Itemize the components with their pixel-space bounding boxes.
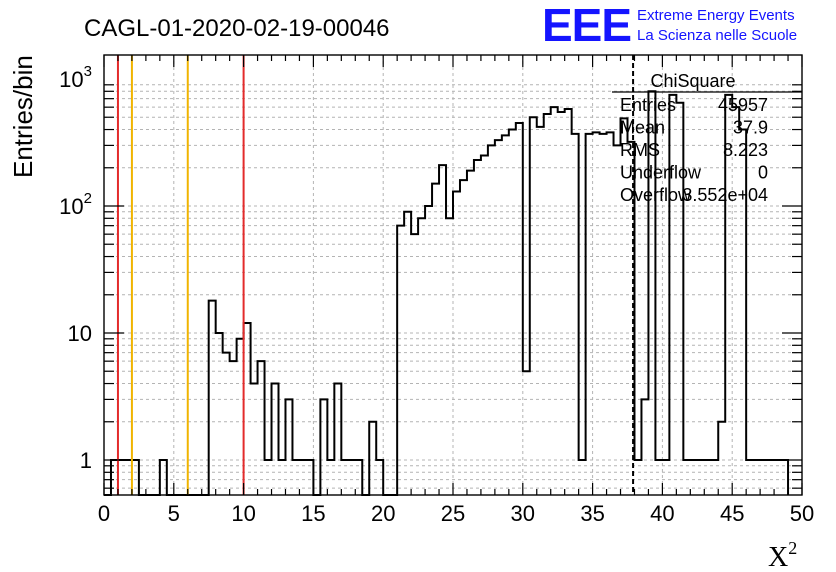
stats-row-label: Mean: [620, 118, 665, 138]
y-tick-label: 10: [68, 321, 92, 346]
x-tick-label: 50: [790, 501, 814, 526]
x-tick-label: 0: [98, 501, 110, 526]
x-tick-label: 10: [231, 501, 255, 526]
y-tick-label: 103: [59, 63, 92, 92]
chart-title: CAGL-01-2020-02-19-00046: [84, 15, 390, 42]
y-tick-label-base: 10: [59, 194, 83, 219]
stats-box-title: ChiSquare: [650, 71, 735, 91]
cut-lines: [116, 55, 635, 495]
x-axis-label-base: X: [768, 542, 788, 572]
stats-row-label: Underflow: [620, 163, 702, 183]
stats-row-value: 0: [758, 163, 768, 183]
brand-line-1: Extreme Energy Events: [637, 7, 795, 24]
histogram-outline: [104, 90, 790, 496]
y-tick-label-sup: 2: [84, 190, 92, 207]
y-tick-label-sup: 3: [84, 63, 92, 80]
x-tick-label: 25: [441, 501, 465, 526]
y-tick-label-base: 10: [59, 67, 83, 92]
x-axis-label-sup: 2: [788, 538, 797, 558]
stats-row-label: RMS: [620, 140, 660, 160]
stats-row-value: 8.223: [723, 140, 768, 160]
x-tick-labels: 0 5 10 15 20 25 30 35 40 45 50: [98, 501, 814, 526]
grid: [104, 55, 802, 495]
y-axis-label: Entries/bin: [8, 55, 38, 178]
x-tick-label: 45: [720, 501, 744, 526]
eee-logo: EEE: [542, 0, 631, 51]
x-axis-label: X2: [768, 538, 797, 572]
y-tick-label: 102: [59, 190, 92, 219]
brand-line-2: La Scienza nelle Scuole: [637, 27, 797, 44]
x-tick-label: 15: [301, 501, 325, 526]
x-tick-label: 20: [371, 501, 395, 526]
histogram: [104, 90, 790, 496]
stats-row-value: 45957: [718, 95, 768, 115]
stats-row-label: Overflow: [620, 185, 692, 205]
x-tick-label: 35: [580, 501, 604, 526]
stats-row-value: 3.552e+04: [682, 185, 768, 205]
stats-row-label: Entries: [620, 95, 676, 115]
axis-ticks: [103, 55, 803, 495]
stats-box: ChiSquare Entries 45957 Mean 37.9 RMS 8.223 Un…: [612, 71, 802, 205]
x-tick-label: 40: [650, 501, 674, 526]
stats-row-value: 37.9: [733, 118, 768, 138]
x-tick-label: 30: [511, 501, 535, 526]
y-tick-label: 1: [80, 448, 92, 473]
x-tick-label: 5: [168, 501, 180, 526]
